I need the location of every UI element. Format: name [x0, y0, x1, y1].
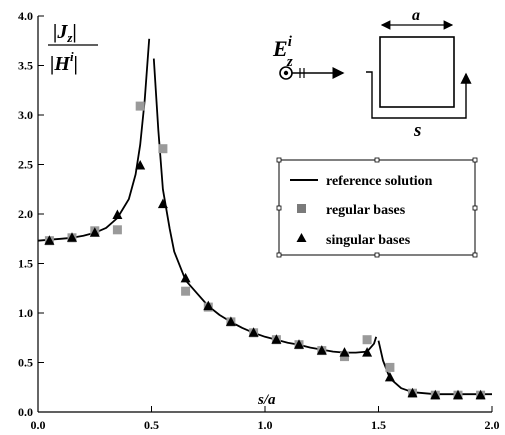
legend-label-regular: regular bases	[326, 203, 406, 218]
ylabel-den-suffix: |	[74, 53, 78, 75]
y-tick-label: 4.0	[18, 9, 33, 23]
axes: 0.0 0.5 1.0 1.5 2.0 2.5 3.0 3.5 4.0 0.0 0.5 1.0 1.5…	[18, 9, 500, 432]
singular-bases-point	[157, 198, 168, 209]
singular-bases-point	[271, 334, 282, 344]
y-ticks: 0.0 0.5 1.0 1.5 2.0 2.5 3.0 3.5 4.0	[18, 9, 44, 419]
ylabel-num-sub: z	[66, 30, 73, 45]
legend-handle	[472, 205, 478, 211]
legend-handle	[472, 252, 478, 258]
x-axis-label: s/a	[257, 392, 276, 408]
legend-label-singular: singular bases	[326, 233, 411, 248]
y-tick-label: 3.5	[18, 59, 33, 73]
singular-bases-point	[89, 227, 100, 237]
regular-bases-point	[362, 335, 372, 345]
singular-bases-point	[430, 389, 441, 400]
x-tick-label: 0.0	[31, 418, 46, 432]
contour-path-arrow	[366, 71, 472, 119]
legend-handle	[276, 252, 282, 258]
singular-bases-point	[384, 371, 395, 382]
x-ticks: 0.0 0.5 1.0 1.5 2.0	[31, 406, 500, 432]
singular-bases-point	[135, 160, 146, 170]
y-tick-label: 3.0	[18, 108, 33, 122]
legend-label-reference: reference solution	[326, 174, 433, 189]
regular-bases-point	[385, 362, 395, 372]
y-tick-label: 2.0	[18, 207, 33, 221]
legend: reference solution regular bases singula…	[276, 157, 478, 258]
singular-bases-point	[67, 232, 77, 242]
regular-bases-point	[135, 101, 145, 111]
legend-handle	[276, 205, 282, 211]
regular-bases-point	[181, 286, 191, 296]
singular-bases-point	[112, 209, 123, 219]
singular-bases-point	[180, 272, 191, 283]
side-length-label: a	[412, 7, 420, 24]
y-tick-label: 1.0	[18, 306, 33, 320]
legend-handle	[472, 157, 478, 163]
x-tick-label: 1.5	[371, 418, 386, 432]
singular-bases-point	[407, 387, 418, 398]
legend-triangle-swatch	[296, 233, 307, 242]
svg-text:|Hi|: |Hi|	[50, 49, 78, 75]
singular-bases-point	[453, 389, 463, 400]
inset-field-sub: z	[286, 54, 293, 70]
y-tick-label: 2.5	[18, 158, 33, 172]
singular-bases-point	[362, 347, 373, 357]
y-tick-label: 0.5	[18, 356, 33, 370]
y-tick-label: 0.0	[18, 405, 33, 419]
x-tick-label: 1.0	[258, 418, 273, 432]
reference-solution-segment	[377, 340, 492, 396]
y-axis-label: |Jz| |Hi|	[48, 21, 98, 75]
y-tick-label: 1.5	[18, 257, 33, 271]
singular-bases-point	[294, 339, 304, 349]
contour-path-label: s	[413, 120, 421, 141]
singular-bases-point	[225, 316, 236, 326]
inset-field-base: E	[272, 36, 288, 61]
square-scatterer	[379, 36, 455, 108]
legend-square-swatch	[297, 204, 306, 213]
singular-bases-point	[203, 300, 214, 311]
singular-bases-point	[316, 345, 327, 355]
singular-bases-point	[44, 235, 55, 245]
ylabel-den-prefix: |H	[50, 53, 71, 75]
singular-bases-markers	[44, 160, 486, 400]
ylabel-num-prefix: |J	[53, 21, 68, 43]
singular-bases-point	[248, 327, 259, 337]
ylabel-num-suffix: |	[72, 21, 76, 43]
inset-field-sup: i	[288, 34, 293, 50]
legend-handle	[374, 252, 380, 258]
inset-field-label: Ei z	[272, 34, 293, 70]
svg-text:|Jz|: |Jz|	[53, 21, 77, 45]
legend-handle	[276, 157, 282, 163]
regular-bases-point	[112, 225, 122, 235]
singular-bases-point	[339, 347, 350, 357]
x-tick-label: 0.5	[144, 418, 159, 432]
regular-bases-point	[158, 144, 168, 154]
reference-solution-segment	[37, 38, 151, 242]
legend-handle	[374, 157, 380, 163]
x-tick-label: 2.0	[485, 418, 500, 432]
out-of-plane-dot	[283, 70, 289, 76]
inset-diagram: Ei z a s	[272, 7, 472, 141]
singular-bases-point	[475, 389, 486, 400]
ylabel-den-sup: i	[70, 49, 74, 64]
